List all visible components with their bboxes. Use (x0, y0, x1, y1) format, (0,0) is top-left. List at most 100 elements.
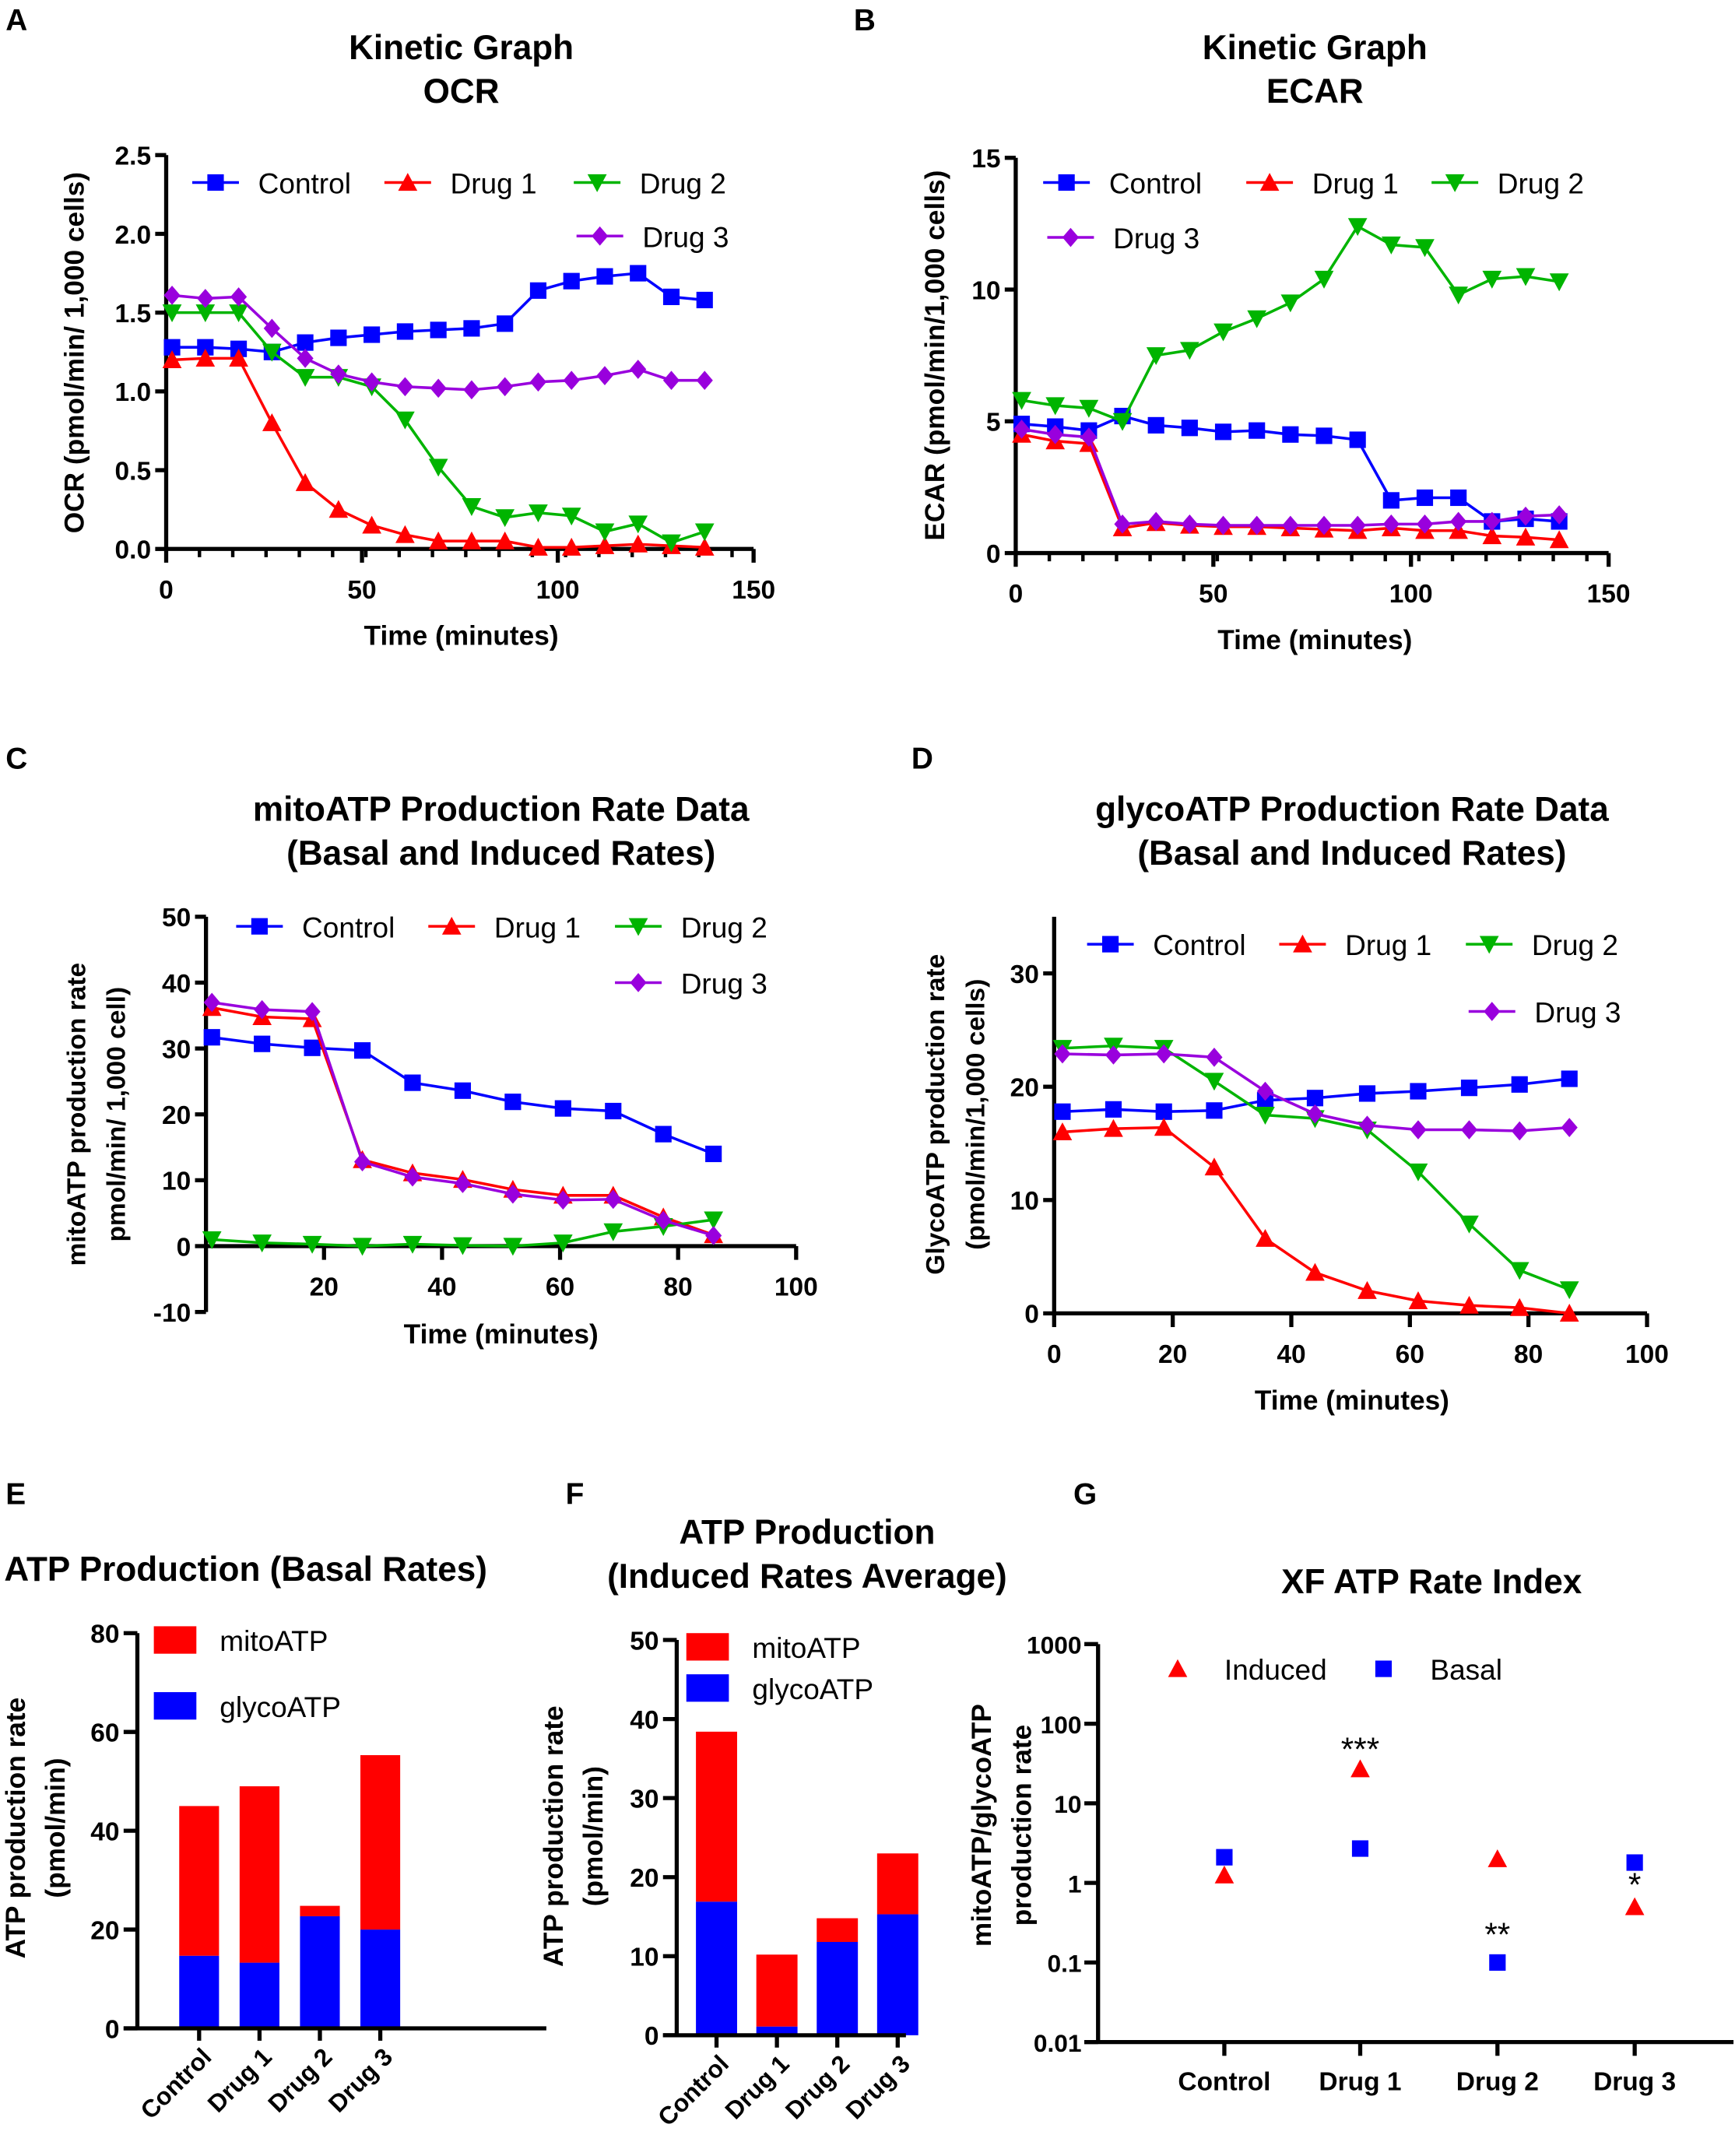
square-marker (1147, 416, 1164, 434)
square-marker (605, 1102, 622, 1120)
x-tick-label: 150 (1587, 580, 1631, 609)
triangle-up-marker (1204, 1157, 1224, 1176)
triangle-up-marker (195, 349, 216, 367)
y-axis-label: (pmol/min/1,000 cells) (961, 979, 990, 1250)
triangle-down-marker (561, 507, 581, 526)
y-axis-label: GlycoATP production rate (922, 954, 950, 1275)
square-marker (1382, 492, 1400, 509)
y-tick-label: 5 (986, 409, 1001, 437)
series-drug-2 (162, 304, 715, 553)
legend-item: mitoATP (153, 1624, 328, 1657)
diamond-marker (1105, 1045, 1122, 1065)
square-marker (203, 1029, 220, 1046)
panel-letter: B (854, 4, 876, 37)
bar-stack (360, 1755, 401, 2029)
bar-mitoATP (360, 1755, 401, 1930)
square-marker (563, 272, 580, 290)
bar-mitoATP (239, 1786, 279, 1963)
bar-stack (300, 1905, 340, 2029)
chart-title: (Basal and Induced Rates) (286, 834, 715, 873)
panel-letter: D (911, 742, 933, 775)
triangle-down-marker (603, 1223, 623, 1241)
legend-label: Drug 2 (681, 911, 767, 943)
square-marker (630, 265, 647, 282)
triangle-up-marker (1168, 1659, 1188, 1677)
triangle-down-marker (195, 304, 216, 323)
x-tick-label: 60 (546, 1273, 574, 1301)
triangle-down-marker (202, 1231, 222, 1249)
triangle-down-marker (1280, 294, 1301, 313)
bar-mitoATP (696, 1731, 737, 1902)
triangle-down-marker (1509, 1262, 1530, 1280)
series-drug-1 (1052, 1118, 1579, 1322)
y-tick-label: 15 (971, 145, 1000, 174)
legend-item: Control (1043, 167, 1202, 200)
legend-item: Drug 2 (574, 167, 726, 200)
triangle-down-marker (587, 174, 607, 192)
square-marker (404, 1074, 421, 1091)
y-tick-label: 40 (162, 970, 191, 999)
triangle-down-marker (1180, 342, 1199, 360)
chart-title: ECAR (1266, 72, 1364, 111)
triangle-up-marker (1487, 1849, 1508, 1867)
y-tick-label: 0.5 (115, 457, 152, 486)
y-tick-label: 0.01 (1034, 2029, 1082, 2057)
legend-label: Drug 1 (450, 167, 536, 200)
diamond-marker (1206, 1048, 1223, 1067)
legend-label: Drug 1 (1345, 929, 1431, 961)
diamond-marker (1410, 1120, 1427, 1139)
legend-label: Drug 3 (1113, 222, 1199, 255)
panel-f: F ATP Production (Induced Rates Average) AT… (539, 1477, 1007, 2131)
square-marker (454, 1082, 472, 1099)
x-axis-label: Time (minutes) (364, 621, 559, 651)
triangle-down-marker (529, 504, 548, 523)
square-marker (1349, 431, 1366, 448)
diamond-marker (497, 377, 514, 397)
bar-glycoATP (876, 1914, 918, 2035)
triangle-up-marker (462, 531, 482, 550)
diamond-marker (563, 370, 580, 391)
bar-mitoATP (876, 1853, 918, 1915)
y-tick-label: 100 (1041, 1711, 1082, 1739)
series-line (1021, 224, 1560, 423)
triangle-up-marker (1357, 1280, 1377, 1299)
triangle-up-marker (595, 535, 615, 554)
legend-label: Induced (1224, 1653, 1327, 1686)
y-axis-label: ATP production rate (1, 1698, 31, 1959)
triangle-down-marker (395, 411, 415, 430)
legend-item: Drug 1 (384, 167, 537, 200)
series-induced (1214, 1759, 1645, 1915)
y-tick-label: 20 (630, 1864, 659, 1893)
square-marker (1054, 1103, 1071, 1120)
triangle-down-marker (1012, 392, 1031, 410)
diamond-marker (1484, 1002, 1501, 1021)
y-tick-label: 10 (1054, 1790, 1081, 1818)
diamond-marker (1416, 514, 1434, 534)
square-marker (330, 329, 347, 346)
triangle-up-marker (694, 537, 715, 556)
square-marker (596, 268, 613, 285)
x-tick-label: 80 (664, 1273, 693, 1301)
triangle-up-marker (428, 531, 448, 550)
square-marker (1181, 420, 1198, 437)
x-tick-label: 0 (1009, 580, 1024, 609)
square-marker (197, 339, 214, 356)
square-marker (353, 1042, 371, 1059)
x-tick-label: 100 (1389, 580, 1433, 609)
square-marker (297, 334, 314, 351)
triangle-down-marker (1347, 218, 1368, 237)
x-tick-label: 40 (1277, 1340, 1305, 1369)
triangle-up-marker (398, 173, 418, 191)
triangle-down-marker (1247, 310, 1267, 328)
square-marker (463, 320, 480, 337)
x-tick-label: Drug 3 (323, 2042, 398, 2117)
triangle-down-marker (428, 458, 448, 477)
triangle-down-marker (1256, 1107, 1275, 1125)
y-tick-label: 1 (1068, 1870, 1082, 1898)
legend-label: Basal (1430, 1653, 1502, 1686)
square-marker (1489, 1954, 1506, 1971)
y-tick-label: 0.0 (115, 536, 152, 565)
triangle-up-marker (1482, 526, 1502, 545)
square-marker (396, 323, 413, 340)
